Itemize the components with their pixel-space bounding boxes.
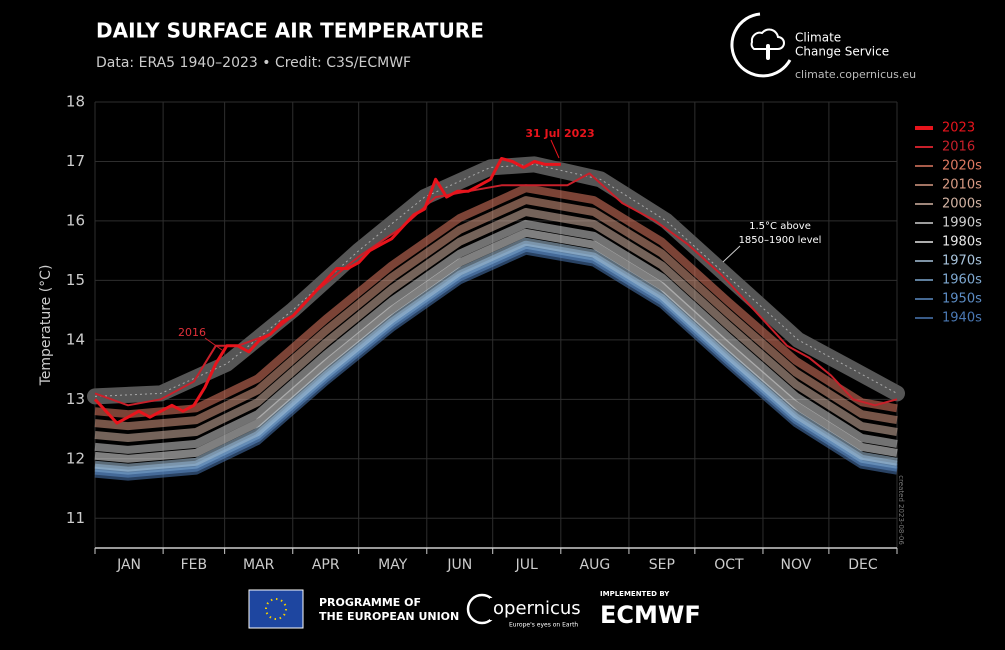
ecmwf: ECMWF (600, 601, 701, 629)
footer: PROGRAMME OF THE EUROPEAN UNION opernicu… (248, 589, 701, 629)
legend-label: 1990s (942, 216, 982, 231)
y-tick-label: 16 (66, 211, 85, 229)
implemented: IMPLEMENTED BY (600, 590, 670, 598)
legend-label: 2000s (942, 197, 982, 212)
x-tick-label: OCT (714, 557, 744, 573)
annotation: 2016 (178, 326, 206, 339)
x-tick-label: DEC (848, 557, 878, 573)
c3s-logo: Climate Change Service climate.copernicu… (730, 12, 916, 81)
reference-label: 1.5°C above (749, 221, 811, 232)
created-note: created 2023-08-06 (897, 475, 905, 545)
annotation-arrow (722, 245, 741, 263)
legend-label: 1950s (942, 292, 982, 307)
series-line (94, 184, 898, 419)
y-tick-label: 11 (66, 509, 85, 527)
x-tick-label: JAN (116, 557, 141, 573)
eu-text: PROGRAMME OF (319, 596, 421, 609)
annotation: 31 Jul 2023 (525, 127, 594, 140)
legend-label: 1980s (942, 235, 982, 250)
x-tick-label: JUN (446, 557, 472, 573)
url: climate.copernicus.eu (795, 68, 916, 81)
x-tick-label: MAR (243, 557, 275, 573)
legend-label: 1970s (942, 254, 982, 269)
annotation-arrow (204, 337, 223, 351)
copernicus-gap (490, 598, 500, 620)
reference-label: 1850–1900 level (739, 235, 822, 246)
x-tick-label: NOV (781, 557, 812, 573)
x-tick-label: FEB (181, 557, 208, 573)
eu-text: THE EUROPEAN UNION (319, 610, 459, 623)
eu-flag (248, 589, 304, 629)
y-tick-label: 17 (66, 152, 85, 170)
series-line (94, 196, 898, 431)
y-tick-label: 13 (66, 390, 85, 408)
legend-label: 1940s (942, 311, 982, 326)
eu-stars (265, 598, 287, 620)
chart-title: DAILY SURFACE AIR TEMPERATURE (96, 19, 484, 43)
reference-line (94, 163, 898, 397)
legend: 2023 2016 2020s 2010s 2000s 1990s 1980s 1970s 19… (915, 121, 982, 326)
x-tick-label: APR (312, 557, 340, 573)
series-line (93, 157, 561, 425)
logo-text: Change Service (795, 45, 889, 59)
x-tick-label: SEP (649, 557, 675, 573)
legend-label: 2010s (942, 178, 982, 193)
series-line (94, 208, 898, 442)
legend-label: 2016 (942, 140, 975, 155)
plot: 11 12 13 14 15 16 17 18 JAN FEB MAR APR MAY JUN JUL AUG… (66, 93, 905, 573)
y-tick-label: 14 (66, 330, 85, 348)
x-tick-label: MAY (378, 557, 408, 573)
y-tick-label: 12 (66, 449, 85, 467)
x-tick-label: JUL (515, 557, 538, 573)
series-line (94, 237, 898, 472)
series-line (94, 219, 898, 454)
logo-text: Climate (795, 31, 841, 45)
copernicus: opernicus (493, 598, 581, 619)
legend-label: 2020s (942, 159, 982, 174)
legend-label: 2023 (942, 121, 975, 136)
y-tick-label: 15 (66, 271, 85, 289)
copernicus-tag: Europe's eyes on Earth (509, 622, 578, 629)
y-tick-label: 18 (66, 93, 85, 111)
logo-arc (730, 12, 792, 78)
y-axis-label: Temperature (°C) (38, 265, 54, 387)
annotation-arrow (550, 139, 560, 159)
series-line (94, 228, 898, 463)
legend-label: 1960s (942, 273, 982, 288)
x-tick-label: AUG (580, 557, 611, 573)
logo-thermo (766, 44, 770, 60)
subtitle: Data: ERA5 1940–2023 • Credit: C3S/ECMWF (96, 55, 411, 71)
